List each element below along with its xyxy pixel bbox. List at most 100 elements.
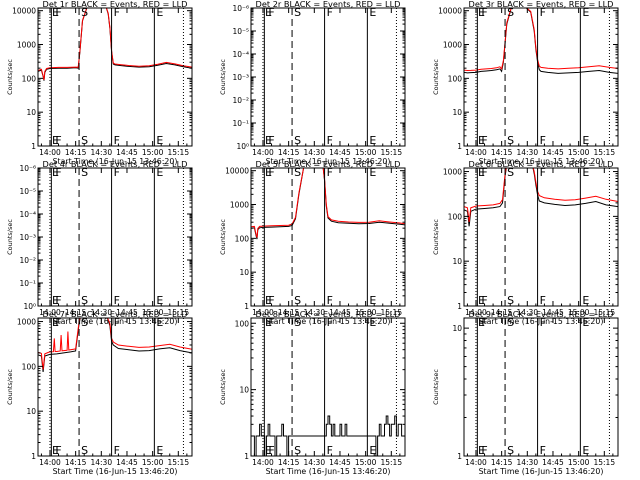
marker-label-bottom: E xyxy=(156,134,163,147)
marker-label-bottom: S xyxy=(81,444,88,457)
marker-label-bottom: E xyxy=(156,444,163,457)
y-tick-label: 1 xyxy=(31,142,36,151)
marker-label-top: E xyxy=(52,6,59,19)
marker-label-top: F xyxy=(114,6,120,19)
marker-label-bottom: E xyxy=(52,294,59,307)
x-axis-label: Start Time (16-Jun-15 13:46:20) xyxy=(53,467,178,476)
y-tick-label: 10⁰ xyxy=(236,142,249,151)
y-tick-label: 1000 xyxy=(17,41,36,50)
x-tick-label: 14:45 xyxy=(542,458,564,467)
y-tick-label: 10 xyxy=(452,257,462,266)
marker-label-bottom: E xyxy=(265,444,272,457)
series-line-events xyxy=(464,168,618,227)
marker-label-bottom: F xyxy=(55,444,61,457)
x-tick-label: 14:45 xyxy=(329,148,351,157)
y-tick-label: 10 xyxy=(26,407,36,416)
y-tick-label: 10⁻⁶ xyxy=(19,164,36,173)
panel-title: Det 5r BLACK = Events, RED = LLD xyxy=(256,159,401,169)
marker-label-top: F xyxy=(540,6,546,19)
x-axis-label: Start Time (16-Jun-15 13:46:20) xyxy=(479,467,604,476)
series-group xyxy=(38,8,192,81)
x-tick-label: 15:00 xyxy=(355,458,377,467)
panel-4: Det 4r BLACK = Events, RED = LLDEEFFSSFF… xyxy=(6,159,193,326)
x-tick-label: 14:00 xyxy=(252,458,274,467)
marker-label-top: F xyxy=(268,316,274,329)
series-group xyxy=(251,415,405,456)
series-line-lld xyxy=(464,168,618,223)
plot-frame xyxy=(463,167,619,307)
marker-label-top: S xyxy=(294,166,301,179)
marker-label-top: S xyxy=(81,6,88,19)
y-axis-label: Counts/sec xyxy=(432,369,440,405)
marker-label-bottom: F xyxy=(114,134,120,147)
panel-1: Det 1r BLACK = Events, RED = LLDEEFFSSFF… xyxy=(6,0,193,166)
series-line-lld xyxy=(251,168,405,238)
marker-label-bottom: S xyxy=(507,134,514,147)
plot-frame xyxy=(37,167,193,307)
y-tick-label: 100 xyxy=(22,362,37,371)
x-tick-label: 14:30 xyxy=(90,458,112,467)
x-tick-label: 14:30 xyxy=(90,148,112,157)
marker-label-bottom: F xyxy=(481,444,487,457)
y-tick-label: 1000 xyxy=(230,201,249,210)
x-tick-label: 15:15 xyxy=(167,148,189,157)
panel-title: Det 4r BLACK = Events, RED = LLD xyxy=(43,159,188,169)
y-tick-label: 10⁻⁶ xyxy=(232,4,249,13)
x-tick-label: 15:15 xyxy=(380,308,402,317)
marker-label-top: E xyxy=(582,166,589,179)
x-tick-label: 15:15 xyxy=(167,308,189,317)
y-tick-label: 10⁻³ xyxy=(19,233,36,242)
y-axis-label: Counts/sec xyxy=(219,369,227,405)
marker-label-bottom: F xyxy=(540,294,546,307)
marker-label-top: F xyxy=(55,166,61,179)
y-tick-label: 1000 xyxy=(443,168,462,177)
x-tick-label: 15:00 xyxy=(568,148,590,157)
marker-label-top: S xyxy=(507,316,514,329)
x-tick-label: 14:45 xyxy=(116,308,138,317)
x-axis-label: Start Time (16-Jun-15 13:46:20) xyxy=(479,157,604,166)
panel-title: Det 9r BLACK = Events, RED = LLD xyxy=(469,309,614,319)
x-tick-label: 14:15 xyxy=(278,148,300,157)
y-tick-label: 100 xyxy=(22,74,37,83)
marker-label-bottom: E xyxy=(265,294,272,307)
marker-label-top: F xyxy=(540,316,546,329)
marker-label-top: E xyxy=(265,6,272,19)
plot-frame xyxy=(463,7,619,147)
panel-8: Det 8r BLACK = Events, RED = LLDEEFFSSFF… xyxy=(219,309,406,476)
x-tick-label: 15:00 xyxy=(142,458,164,467)
x-tick-label: 14:45 xyxy=(542,148,564,157)
marker-label-top: E xyxy=(478,166,485,179)
x-tick-label: 14:30 xyxy=(303,458,325,467)
panel-title: Det 1r BLACK = Events, RED = LLD xyxy=(43,0,188,9)
y-tick-label: 1000 xyxy=(443,41,462,50)
x-tick-label: 15:00 xyxy=(355,308,377,317)
y-axis-label: Counts/sec xyxy=(6,59,14,95)
y-tick-label: 100 xyxy=(235,234,250,243)
y-tick-label: 10000 xyxy=(225,167,249,176)
marker-label-bottom: E xyxy=(265,134,272,147)
marker-label-top: F xyxy=(327,6,333,19)
x-tick-label: 14:00 xyxy=(252,308,274,317)
marker-label-bottom: E xyxy=(52,444,59,457)
x-tick-label: 14:15 xyxy=(491,458,513,467)
x-axis-label: Start Time (16-Jun-15 13:46:20) xyxy=(479,317,604,326)
marker-label-bottom: S xyxy=(81,294,88,307)
marker-label-top: F xyxy=(327,316,333,329)
series-line-events xyxy=(251,168,405,240)
marker-label-top: S xyxy=(81,316,88,329)
x-tick-label: 15:15 xyxy=(380,458,402,467)
marker-label-bottom: F xyxy=(540,444,546,457)
panel-title: Det 2r BLACK = Events, RED = LLD xyxy=(256,0,401,9)
marker-label-top: E xyxy=(369,316,376,329)
marker-label-top: F xyxy=(55,316,61,329)
marker-label-bottom: F xyxy=(114,444,120,457)
marker-label-bottom: E xyxy=(369,294,376,307)
y-axis-label: Counts/sec xyxy=(219,59,227,95)
series-line-lld xyxy=(38,8,192,81)
y-axis-label: Counts/sec xyxy=(6,369,14,405)
panel-title: Det 6r BLACK = Events, RED = LLD xyxy=(469,159,614,169)
x-tick-label: 14:00 xyxy=(465,308,487,317)
x-tick-label: 14:15 xyxy=(65,458,87,467)
y-tick-label: 1 xyxy=(31,452,36,461)
